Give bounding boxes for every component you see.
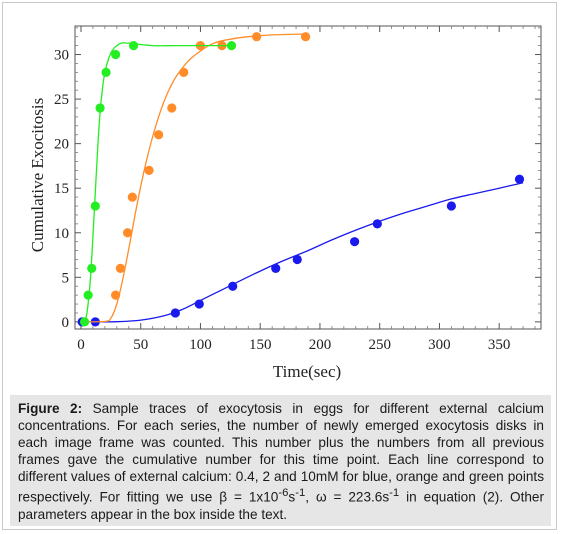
x-tick-label: 0 (77, 337, 85, 353)
caption-text: , ω = 223.6s (305, 489, 390, 505)
series-2-point (111, 49, 121, 60)
series-0-point (350, 237, 360, 247)
y-tick-label: 20 (54, 137, 69, 153)
series-1-point (115, 263, 126, 273)
figure-caption: Figure 2: Sample traces of exocytosis in… (10, 395, 551, 526)
series-1-point (144, 165, 154, 175)
series-0-fit-line (80, 182, 524, 323)
plot-frame (74, 25, 542, 330)
series-0-point (446, 201, 456, 211)
x-tick-label: 100 (189, 337, 212, 353)
x-tick-label: 200 (309, 337, 332, 353)
y-tick-label: 10 (54, 226, 69, 242)
y-tick-label: 15 (54, 181, 69, 197)
series-2-point (226, 41, 237, 51)
series-1-point (122, 228, 133, 238)
chart: 0 50 100 150 200 250 300 350 0 5 10 15 20 25 30 Time(s… (28, 25, 542, 381)
caption-text: Sample traces of exocytosis in eggs for … (18, 401, 544, 505)
series-0-point (372, 219, 382, 229)
x-tick-label: 50 (133, 337, 148, 353)
series-1-point (179, 67, 189, 77)
series-2-point (87, 263, 97, 273)
series-0-point (194, 299, 204, 309)
series-0-point (271, 263, 281, 273)
caption-text: s (288, 489, 296, 505)
series-2-point (83, 290, 93, 300)
series-2-point (128, 41, 139, 51)
caption-superscript: -1 (389, 487, 400, 499)
series-1-point (301, 32, 311, 42)
series-2-point (101, 67, 111, 77)
series-1-point (111, 290, 121, 300)
x-tick-label: 350 (488, 337, 511, 353)
series-0-point (170, 308, 180, 318)
caption-text: in equation (2). Other parameters appear… (18, 489, 544, 522)
plot-area: 0 50 100 150 200 250 300 350 0 5 10 15 20 25 30 (54, 25, 542, 353)
y-tick-label: 25 (54, 92, 69, 108)
y-tick-label: 0 (62, 315, 70, 331)
series-2-point (90, 201, 100, 211)
caption-label: Figure 2: (18, 401, 83, 416)
series-1-point (252, 32, 262, 42)
series-1-point (154, 130, 164, 140)
x-axis-label: Time(sec) (273, 362, 341, 381)
y-tick-label: 30 (54, 48, 69, 64)
caption-superscript: -6 (278, 487, 289, 499)
series-0-point (514, 174, 525, 184)
caption-superscript: -1 (295, 487, 306, 499)
series-0-point (228, 281, 238, 291)
series-2-fit-line (80, 42, 234, 323)
series-2-point (79, 317, 90, 327)
series-1-point (167, 103, 177, 113)
series-2-point (95, 103, 105, 113)
x-tick-label: 250 (368, 337, 391, 353)
y-axis-label: Cumulative Exocitosis (28, 98, 47, 252)
series-0-point (292, 254, 302, 265)
series-1-point (127, 192, 137, 202)
x-tick-label: 150 (249, 337, 272, 353)
series-1-fit-line (80, 33, 306, 323)
y-tick-label: 5 (62, 270, 70, 286)
x-tick-label: 300 (428, 337, 451, 353)
